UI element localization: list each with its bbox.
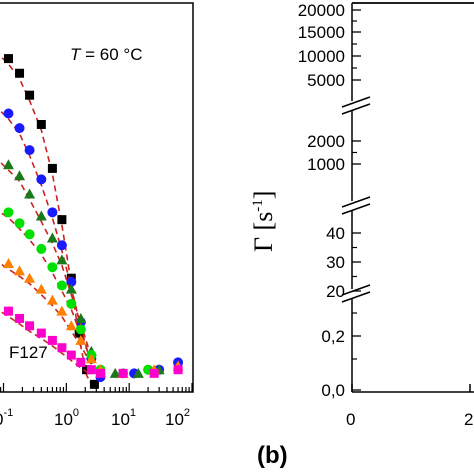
data-point	[15, 68, 25, 78]
b-y-tick-label-9: 0,2	[321, 327, 345, 346]
data-point	[56, 280, 67, 291]
temperature-annotation: T = 60 °C	[70, 45, 142, 64]
data-point	[24, 229, 35, 240]
data-point	[46, 232, 58, 243]
data-point	[2, 258, 14, 269]
data-point	[86, 365, 96, 375]
panel-b: 0 2 2000015000100005000200010004030200,2…	[249, 1, 474, 469]
x-tick-label-1: 100	[54, 407, 79, 429]
data-point	[57, 215, 67, 225]
series-5	[0, 306, 183, 378]
temperature-symbol: T	[70, 45, 82, 64]
data-point	[118, 368, 128, 378]
panel-b-x-ticks: 0 2	[346, 384, 473, 429]
temperature-value: = 60 °C	[80, 45, 142, 64]
data-point	[14, 123, 25, 134]
data-point	[149, 368, 159, 378]
data-point	[24, 145, 35, 156]
b-y-tick-label-5: 1000	[307, 155, 345, 174]
data-point	[47, 207, 58, 218]
panel-b-y-tick-labels: 20000 15000 10000 5000 2000 1000 40 30 20 0,2 0,0	[298, 1, 345, 400]
data-point	[35, 283, 47, 294]
b-y-tick-label-4: 2000	[307, 132, 345, 151]
x-tick-label-3: 102	[165, 407, 190, 429]
data-point	[65, 320, 77, 331]
x-tick-label-2: 101	[111, 407, 136, 429]
data-point	[24, 272, 36, 283]
data-point	[14, 218, 25, 229]
data-point	[2, 159, 14, 170]
data-point	[82, 365, 92, 375]
data-point	[173, 365, 183, 375]
data-point	[96, 368, 106, 378]
b-y-tick-label-3: 5000	[307, 71, 345, 90]
data-point	[15, 313, 25, 323]
panel-b-y-ticks	[352, 9, 361, 391]
ylabel-symbol: Γ	[249, 237, 278, 252]
data-point	[56, 305, 68, 316]
b-y-tick-label-7: 30	[326, 253, 345, 272]
axis-break-marks	[341, 96, 371, 303]
data-point	[85, 353, 97, 364]
data-point	[3, 54, 13, 64]
data-point	[76, 357, 86, 367]
panel-a: T = 60 °C F127 0-1 100 101 102	[0, 2, 194, 429]
panel-b-label: (b)	[257, 442, 288, 469]
x-tick-label-0: 0-1	[0, 407, 13, 429]
data-point	[3, 306, 13, 316]
data-point	[89, 379, 99, 389]
series-1	[0, 108, 184, 383]
data-point	[25, 90, 35, 100]
data-point	[75, 334, 87, 345]
panel-a-plot-area	[0, 54, 184, 391]
data-point	[36, 174, 47, 185]
b-y-tick-label-0: 20000	[298, 1, 345, 20]
data-point	[36, 328, 46, 338]
data-point	[132, 367, 144, 378]
b-y-tick-label-8: 20	[326, 282, 345, 301]
panel-b-y-axis-label: Γ [s-1]	[249, 191, 278, 252]
data-point	[109, 367, 121, 378]
b-y-tick-label-1: 15000	[298, 23, 345, 42]
data-point	[47, 163, 57, 173]
data-point	[35, 210, 47, 221]
data-point	[65, 283, 77, 294]
data-point	[36, 243, 47, 254]
data-point	[66, 350, 76, 360]
panel-a-x-tick-labels: 0-1 100 101 102	[0, 407, 190, 429]
data-point	[3, 108, 14, 119]
data-point	[75, 312, 87, 323]
b-y-tick-label-6: 40	[326, 224, 345, 243]
b-x-tick-label-0: 0	[346, 410, 355, 429]
panel-a-frame	[0, 2, 194, 393]
ylabel-unit: [s	[249, 212, 278, 237]
data-point	[56, 240, 67, 251]
data-point	[47, 335, 57, 345]
data-point	[57, 343, 67, 353]
data-point	[3, 207, 14, 218]
data-point	[25, 321, 35, 331]
ylabel-unit-exponent: -1	[250, 199, 266, 212]
data-point	[47, 262, 58, 273]
data-point	[14, 265, 26, 276]
data-point	[36, 119, 46, 129]
data-point	[56, 254, 68, 265]
ylabel-unit-close: ]	[249, 191, 278, 200]
b-y-tick-label-2: 10000	[298, 47, 345, 66]
data-point	[66, 298, 77, 309]
data-point	[14, 170, 26, 181]
data-point	[75, 324, 86, 335]
b-x-tick-label-1: 2	[464, 410, 473, 429]
data-point	[46, 294, 58, 305]
data-point	[24, 188, 36, 199]
sample-label: F127	[9, 343, 48, 362]
b-y-tick-label-10: 0,0	[321, 381, 345, 400]
